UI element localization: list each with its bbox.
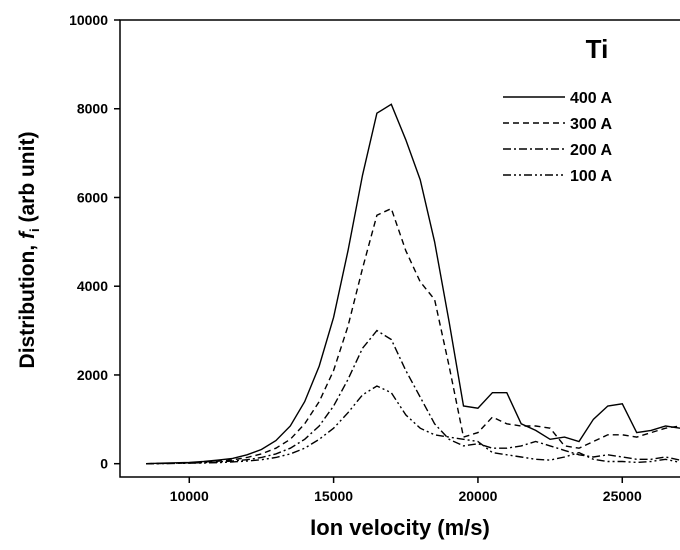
y-label-part: (arb unit) — [16, 132, 39, 229]
line-series — [145, 103, 680, 465]
line-series — [145, 207, 680, 465]
y-tick-label: 0 — [100, 456, 108, 472]
y-axis-label: Distribution, fi (arb unit) — [16, 132, 42, 369]
axis-frame — [119, 19, 680, 478]
x-tick-label: 10000 — [170, 488, 209, 504]
line-series — [145, 385, 680, 465]
legend-label: 300 A — [570, 116, 613, 133]
y-tick-label: 4000 — [77, 278, 108, 294]
legend-label: 400 A — [570, 90, 613, 107]
y-tick-label: 6000 — [77, 189, 108, 205]
y-tick-label: 2000 — [77, 367, 108, 383]
legend-title: Ti — [586, 34, 609, 64]
y-tick-label: 10000 — [69, 12, 108, 28]
y-tick-label: 8000 — [77, 101, 108, 117]
legend-label: 200 A — [570, 142, 613, 159]
x-tick-label: 20000 — [458, 488, 497, 504]
y-label-part: i — [27, 228, 42, 232]
line-series — [145, 329, 680, 465]
legend-label: 100 A — [570, 168, 613, 185]
x-axis-label: Ion velocity (m/s) — [310, 515, 490, 540]
x-tick-label: 25000 — [603, 488, 642, 504]
y-label-part: Distribution, — [16, 239, 39, 369]
x-tick-label: 15000 — [314, 488, 353, 504]
y-label-part: f — [16, 230, 39, 239]
